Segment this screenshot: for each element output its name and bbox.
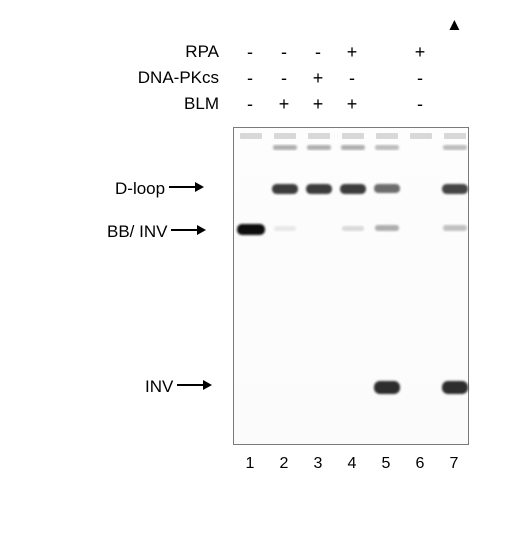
arrow-icon	[168, 179, 204, 199]
lane-number: 6	[403, 455, 437, 473]
condition-cells: - - - + +	[233, 42, 437, 63]
gel-image	[233, 127, 469, 445]
condition-cell: -	[403, 94, 437, 115]
gel-figure: ▲ RPA - - - + + DNA-PKcs - - + - -	[0, 0, 525, 535]
lane-number: 1	[233, 455, 267, 473]
condition-cell: -	[301, 42, 335, 63]
band-label-bbinv: BB/ INV	[107, 222, 208, 242]
condition-row-rpa: RPA - - - + +	[63, 39, 463, 65]
lane-numbers: 1 2 3 4 5 6 7	[233, 455, 471, 473]
arrow-icon	[176, 377, 212, 397]
lane-number: 5	[369, 455, 403, 473]
lane-number: 2	[267, 455, 301, 473]
condition-table: RPA - - - + + DNA-PKcs - - + - - BLM	[63, 28, 463, 117]
condition-cell: +	[335, 94, 369, 115]
condition-cell: +	[403, 42, 437, 63]
condition-cell: -	[267, 42, 301, 63]
band-label-text: BB/ INV	[107, 222, 167, 242]
condition-cell	[369, 42, 403, 63]
condition-cell: -	[233, 42, 267, 63]
lane-number: 3	[301, 455, 335, 473]
lane-number: 4	[335, 455, 369, 473]
condition-cell: +	[335, 42, 369, 63]
condition-cell: -	[335, 68, 369, 89]
band-label-inv: INV	[145, 377, 214, 397]
arrow-icon	[170, 222, 206, 242]
lane-number: 7	[437, 455, 471, 473]
condition-cell	[369, 94, 403, 115]
condition-cell: -	[233, 94, 267, 115]
condition-cell: -	[403, 68, 437, 89]
condition-cells: - + + + -	[233, 94, 437, 115]
condition-cells: - - + - -	[233, 68, 437, 89]
condition-cell: +	[267, 94, 301, 115]
condition-row-dnapkcs: DNA-PKcs - - + - -	[63, 65, 463, 91]
condition-cell: -	[267, 68, 301, 89]
condition-cell	[369, 68, 403, 89]
band-label-dloop: D-loop	[115, 179, 206, 199]
condition-cell: +	[301, 94, 335, 115]
gel-svg	[234, 128, 470, 446]
condition-label: BLM	[63, 94, 233, 114]
band-label-text: D-loop	[115, 179, 165, 199]
condition-label: RPA	[63, 42, 233, 62]
band-label-text: INV	[145, 377, 173, 397]
condition-cell: +	[301, 68, 335, 89]
condition-label: DNA-PKcs	[63, 68, 233, 88]
condition-cell: -	[233, 68, 267, 89]
condition-row-blm: BLM - + + + -	[63, 91, 463, 117]
